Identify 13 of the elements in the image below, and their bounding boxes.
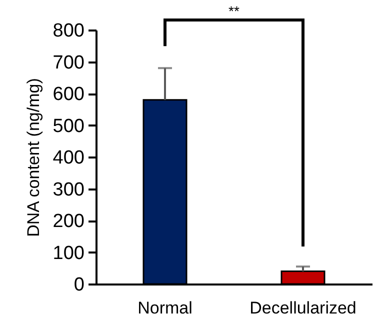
y-tick-label: 600 [52, 84, 84, 105]
y-tick-label: 500 [52, 116, 84, 137]
y-tick-label: 400 [52, 148, 84, 168]
y-tick-label: 700 [52, 52, 84, 74]
x-tick-label: Decellularized [250, 298, 356, 318]
y-tick-label: 800 [52, 20, 84, 42]
y-tick-label: 300 [52, 179, 84, 200]
y-tick-label: 100 [52, 242, 84, 264]
y-tick-label: 0 [74, 274, 84, 296]
text: ** [228, 3, 240, 19]
x-tick-label: Normal [138, 298, 192, 318]
y-tick-label: 200 [52, 211, 84, 232]
y-axis-title: DNA content (ng/mg) [24, 78, 43, 237]
